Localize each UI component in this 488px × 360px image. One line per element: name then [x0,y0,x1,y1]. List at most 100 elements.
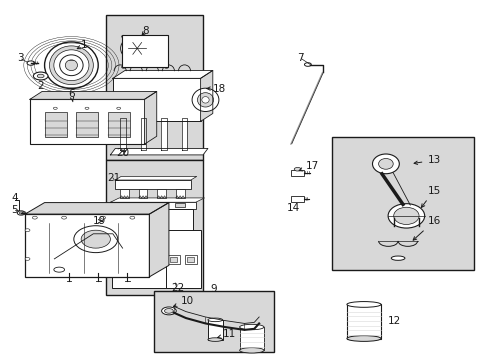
Bar [113,78,200,121]
Ellipse shape [60,55,83,76]
Polygon shape [113,71,212,78]
Ellipse shape [202,96,209,103]
Text: 20: 20 [116,148,129,158]
Bar [174,203,185,207]
Polygon shape [25,203,168,214]
Bar [187,257,194,262]
Ellipse shape [378,158,392,169]
Polygon shape [144,91,157,144]
Ellipse shape [239,324,264,330]
Ellipse shape [130,216,135,219]
Ellipse shape [164,309,173,313]
Text: 5: 5 [11,206,18,216]
Ellipse shape [393,207,418,225]
Bar [166,230,200,288]
Ellipse shape [25,229,30,231]
Bar [122,35,167,67]
Bar [154,291,273,352]
Text: 14: 14 [286,203,299,213]
Ellipse shape [61,216,66,219]
Bar [167,255,180,264]
Bar [290,197,303,202]
Ellipse shape [207,318,222,321]
Ellipse shape [158,46,163,54]
Bar [108,112,130,137]
Polygon shape [149,203,168,277]
Ellipse shape [122,35,125,38]
Ellipse shape [117,107,121,109]
Bar [105,160,203,295]
Text: 3: 3 [17,53,24,63]
Bar [139,189,147,198]
Ellipse shape [81,230,110,248]
Ellipse shape [25,257,30,260]
Ellipse shape [304,63,311,66]
Ellipse shape [390,256,404,260]
Text: 13: 13 [413,155,440,165]
Ellipse shape [19,212,23,214]
Ellipse shape [346,302,380,307]
Ellipse shape [192,88,219,112]
Ellipse shape [164,66,168,68]
Ellipse shape [127,41,147,56]
Bar [119,203,130,207]
Bar [134,234,149,244]
Polygon shape [115,176,196,180]
Bar [207,320,222,339]
Ellipse shape [33,72,48,80]
Ellipse shape [65,60,77,71]
Bar [138,203,148,207]
Bar [346,305,380,338]
Ellipse shape [101,216,105,219]
Ellipse shape [122,66,125,68]
Bar [175,189,184,198]
Text: 1: 1 [77,40,87,50]
Text: 22: 22 [171,283,184,293]
Ellipse shape [372,154,399,174]
Text: 18: 18 [212,84,225,94]
Text: 19: 19 [92,216,105,226]
Polygon shape [30,91,157,99]
Bar [112,209,193,288]
Bar [137,236,146,242]
Text: 2: 2 [37,81,44,91]
Text: 7: 7 [297,53,303,63]
Bar [110,202,195,209]
Polygon shape [200,71,212,121]
Ellipse shape [164,35,168,38]
Polygon shape [110,148,207,155]
Bar [115,180,190,189]
Ellipse shape [387,204,424,228]
Ellipse shape [37,74,44,78]
Bar [116,236,124,242]
Bar [170,257,177,262]
Bar [44,112,66,137]
Text: 6: 6 [68,89,75,102]
Ellipse shape [346,336,380,341]
Bar [137,254,146,260]
Text: 15: 15 [421,186,440,207]
Bar [116,254,124,260]
Bar [156,203,166,207]
Bar [158,254,167,260]
Bar [113,252,127,262]
Polygon shape [141,118,146,150]
Bar [156,234,170,244]
Ellipse shape [207,338,222,341]
Bar [290,170,304,176]
Bar [25,214,149,277]
Polygon shape [110,198,204,202]
Polygon shape [181,118,187,150]
Bar [105,15,203,160]
Ellipse shape [239,348,264,353]
Text: 17: 17 [299,161,318,171]
Ellipse shape [294,167,301,171]
Polygon shape [120,118,126,150]
Ellipse shape [54,267,64,272]
Bar [156,252,170,262]
Bar [155,44,167,56]
Ellipse shape [54,50,89,81]
Text: 12: 12 [386,316,400,327]
Bar [331,137,473,270]
Text: 4: 4 [11,193,18,203]
